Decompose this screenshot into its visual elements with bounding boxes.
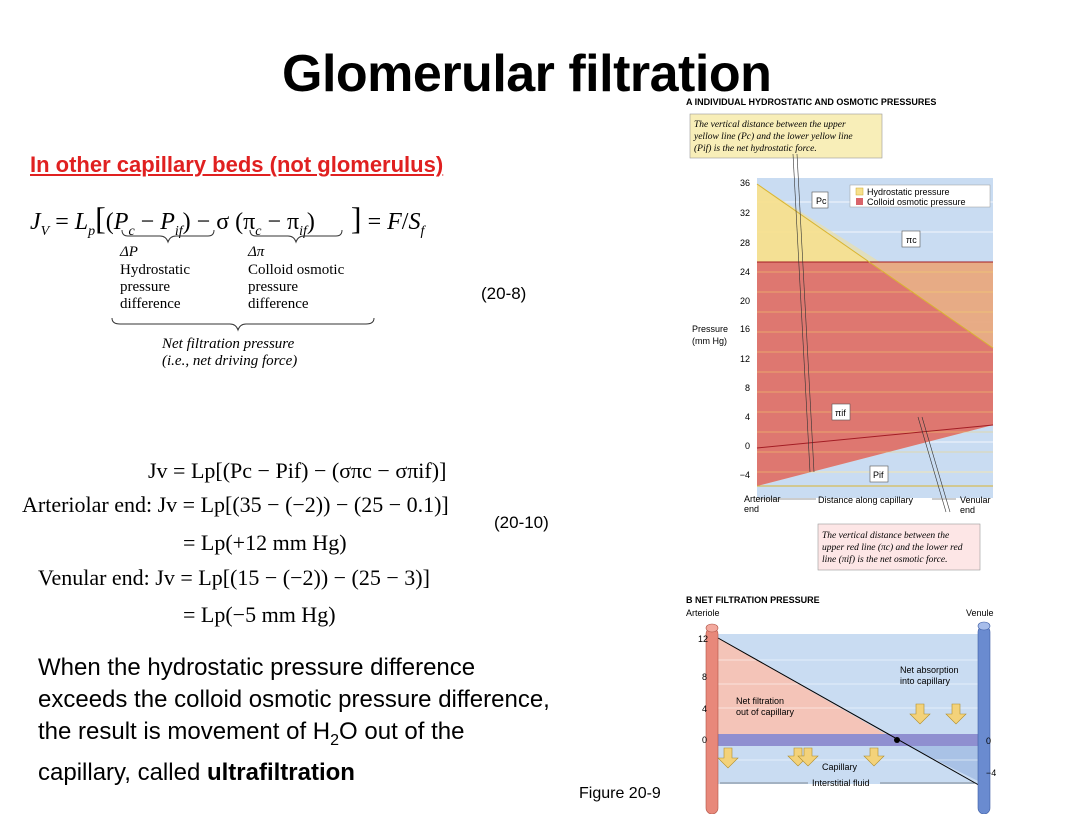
panel-a-y-ticks: 36 32 28 24 20 16 12 8 4 0 −4 xyxy=(740,178,750,480)
eq-20-8-braces xyxy=(111,229,375,332)
panel-a-note-bottom-line2: upper red line (πc) and the lower red xyxy=(822,542,963,553)
panel-b-nfp-line xyxy=(717,637,985,789)
panel-b-absorption-arrows xyxy=(909,703,967,725)
panel-a-yellow-stripes xyxy=(757,271,993,473)
panel-a-label-pic: πc xyxy=(906,235,917,245)
panel-a-ylabel-2: (mm Hg) xyxy=(692,336,727,346)
eq-delta-pi-label: Colloid osmotic pressure difference xyxy=(248,262,345,312)
panel-b-capillary-label: Capillary xyxy=(822,762,858,772)
svg-text:4: 4 xyxy=(702,704,707,714)
panel-a-pointer-top-2 xyxy=(796,153,815,473)
panel-a-label-pc-box xyxy=(811,191,829,209)
svg-text:−4: −4 xyxy=(740,470,750,480)
svg-text:12: 12 xyxy=(698,634,708,644)
legend-swatch-hydrostatic xyxy=(855,187,864,196)
legend-osmotic: Colloid osmotic pressure xyxy=(867,197,966,207)
eq-delta-pi: Δπ xyxy=(248,244,265,260)
svg-text:8: 8 xyxy=(745,383,750,393)
section-subtitle: In other capillary beds (not glomerulus) xyxy=(30,152,444,177)
eq-20-8-main: JV = Lp[(Pc − Pif) − σ (πc − πif)] = F/S… xyxy=(30,200,425,239)
panel-a-x-left-2: end xyxy=(744,504,759,514)
panel-b-net-filtration-2: out of capillary xyxy=(736,707,795,717)
panel-b-capillary-band xyxy=(718,734,984,746)
panel-b-filtration-arrows xyxy=(717,747,885,769)
panel-a-label-pif: Pif xyxy=(873,470,884,480)
svg-text:20: 20 xyxy=(740,296,750,306)
panel-a-pointer-top-1 xyxy=(792,153,811,473)
panel-b-net-filtration-1: Net filtration xyxy=(736,696,784,706)
legend-swatch-osmotic xyxy=(856,198,863,205)
panel-a-x-mid: Distance along capillary xyxy=(818,495,914,505)
panel-b-y-ticks: 12 8 4 0 xyxy=(698,634,708,745)
panel-b-heading: B NET FILTRATION PRESSURE xyxy=(686,595,820,605)
eq-20-10-line1: Jv = Lp[(Pc − Pif) − (σπc − σπif)] xyxy=(148,458,447,483)
svg-text:28: 28 xyxy=(740,238,750,248)
panel-a-piif-line xyxy=(756,424,994,449)
eq-20-10-line3: = Lp(+12 mm Hg) xyxy=(183,530,347,555)
legend-hydrostatic: Hydrostatic pressure xyxy=(867,187,950,197)
panel-a-note-top-line1: The vertical distance between the upper xyxy=(694,120,846,130)
panel-a-label-piif-box xyxy=(831,403,851,421)
panel-a-chart: A INDIVIDUAL HYDROSTATIC AND OSMOTIC PRE… xyxy=(686,97,994,571)
panel-b-right-tick-4: −4 xyxy=(986,768,996,778)
eq-nfp-label: Net filtration pressure (i.e., net drivi… xyxy=(162,336,298,369)
panel-a-x-right-2: end xyxy=(960,505,975,515)
summary-text: When the hydrostatic pressure difference… xyxy=(38,654,550,786)
panel-a-legend xyxy=(849,184,991,208)
panel-a-label-pc: Pc xyxy=(816,196,827,206)
svg-text:0: 0 xyxy=(702,735,707,745)
svg-text:16: 16 xyxy=(740,324,750,334)
eq-delta-p: ΔP xyxy=(120,244,138,260)
eq-20-8-number: (20-8) xyxy=(481,284,527,303)
eq-20-10-line4: Venular end: Jv = Lp[(15 − (−2)) − (25 −… xyxy=(38,565,430,590)
panel-a-note-bottom-line3: line (πif) is the net osmotic force. xyxy=(822,554,948,565)
panel-a-note-bottom-line1: The vertical distance between the xyxy=(822,531,949,541)
eq-20-10-line5: = Lp(−5 mm Hg) xyxy=(183,602,336,627)
page-title: Glomerular filtration xyxy=(282,45,772,103)
panel-a-note-bottom-box xyxy=(817,523,981,571)
panel-a-x-right-1: Venular xyxy=(960,495,991,505)
svg-text:8: 8 xyxy=(702,672,707,682)
panel-b-venule-top xyxy=(977,621,991,631)
panel-b-net-absorption-2: into capillary xyxy=(900,676,951,686)
panel-b-chart: B NET FILTRATION PRESSURE Arteriole Venu… xyxy=(686,595,996,814)
panel-b-gridlines xyxy=(718,659,984,761)
panel-a-note-top-line2: yellow line (Pc) and the lower yellow li… xyxy=(693,131,853,142)
panel-a-label-pif-box xyxy=(869,465,889,483)
svg-text:0: 0 xyxy=(745,441,750,451)
eq-20-10-line2: Arteriolar end: Jv = Lp[(35 − (−2)) − (2… xyxy=(22,492,449,517)
svg-text:4: 4 xyxy=(745,412,750,422)
panel-b-venule-tube xyxy=(977,625,991,814)
panel-b-arteriole-tube xyxy=(705,627,719,814)
svg-text:36: 36 xyxy=(740,178,750,188)
panel-b-right-tick-0: 0 xyxy=(986,736,991,746)
panel-a-osmotic-area xyxy=(757,262,993,486)
panel-b-net-absorption-1: Net absorption xyxy=(900,665,959,675)
panel-a-ylabel-1: Pressure xyxy=(692,324,728,334)
panel-a-heading: A INDIVIDUAL HYDROSTATIC AND OSMOTIC PRE… xyxy=(686,97,936,107)
figure-label: Figure 20-9 xyxy=(579,785,661,802)
panel-b-zero-point xyxy=(894,737,900,743)
panel-a-note-top-line3: (Pif) is the net hydrostatic force. xyxy=(694,143,817,154)
svg-text:24: 24 xyxy=(740,267,750,277)
panel-b-arteriole-top xyxy=(705,623,719,633)
panel-b-interstitial-label: Interstitial fluid xyxy=(812,778,870,788)
eq-20-10-number: (20-10) xyxy=(494,513,549,532)
eq-delta-p-label: Hydrostatic pressure difference xyxy=(120,262,190,312)
svg-text:32: 32 xyxy=(740,208,750,218)
panel-b-venule: Venule xyxy=(966,608,994,618)
panel-a-note-top-box xyxy=(689,113,883,159)
panel-a-pointer-bottom-1 xyxy=(917,416,947,513)
panel-a-pointer-bottom-2 xyxy=(921,416,951,513)
svg-text:12: 12 xyxy=(740,354,750,364)
panel-b-arteriole: Arteriole xyxy=(686,608,720,618)
panel-a-label-piif: πif xyxy=(835,408,846,418)
panel-a-label-pic-box xyxy=(901,230,921,248)
